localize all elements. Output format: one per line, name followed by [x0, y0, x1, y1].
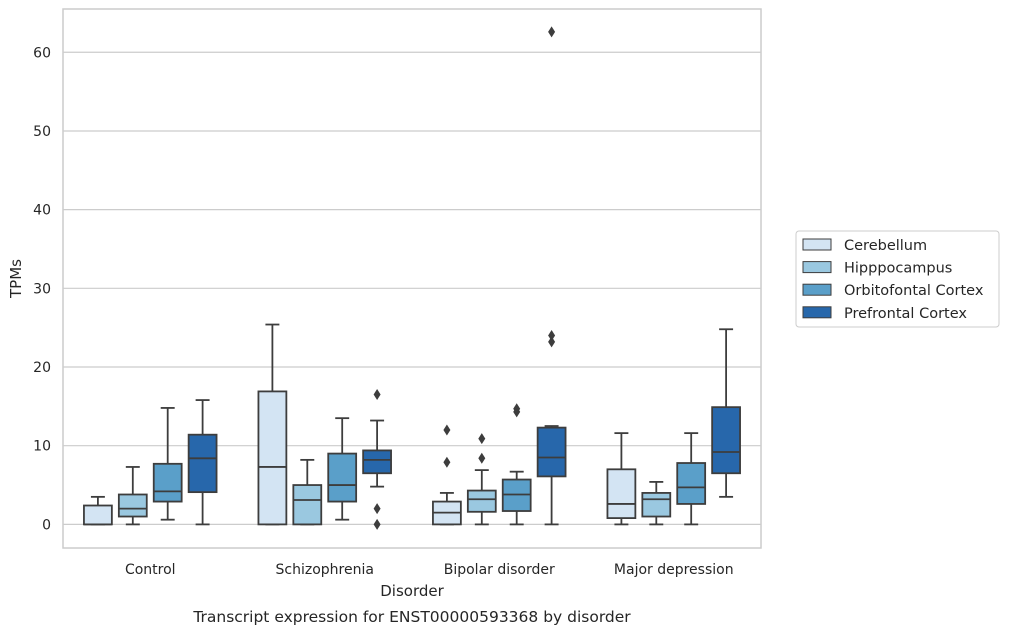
box-iqr [327, 452, 358, 503]
box-2-1 [466, 433, 497, 526]
box-groups [83, 26, 741, 530]
x-tick-label: Control [125, 562, 176, 578]
legend-swatch [802, 306, 832, 319]
legend-frame [795, 230, 1000, 328]
box-iqr [536, 426, 567, 478]
y-tick-label: 30 [33, 281, 51, 297]
y-tick-label: 60 [33, 45, 51, 61]
box-2-3 [536, 26, 567, 526]
box-1-3 [362, 389, 392, 530]
legend-swatch [802, 283, 832, 296]
box-2-2 [501, 403, 532, 526]
chart-caption: Transcript expression for ENST0000059336… [192, 608, 631, 626]
box-0-3 [187, 399, 218, 526]
outlier-point [478, 433, 486, 445]
legend-entry: Orbitofontal Cortex [844, 283, 984, 299]
y-tick-label: 40 [33, 203, 51, 219]
box-0-1 [117, 466, 148, 526]
box-3-2 [676, 432, 707, 526]
y-tick-labels: 0 10 20 30 40 50 60 [33, 45, 51, 533]
box-3-3 [711, 328, 741, 498]
box-1-2 [327, 417, 358, 521]
y-axis-label: TPMs [7, 259, 25, 299]
x-tick-label: Schizophrenia [276, 562, 374, 578]
x-tick-label: Bipolar disorder [444, 562, 555, 578]
legend-entry: Hipppocampus [844, 261, 952, 277]
legend-entry: Cerebellum [844, 238, 927, 254]
gridlines [63, 51, 761, 525]
x-tick-labels: Control Schizophrenia Bipolar disorder Majo… [125, 562, 734, 578]
y-tick-label: 50 [33, 124, 51, 140]
outlier-point [548, 26, 556, 38]
outlier-point [513, 403, 521, 415]
y-tick-label: 0 [42, 517, 51, 533]
outlier-point [373, 503, 381, 515]
box-iqr [117, 493, 148, 518]
box-iqr [257, 390, 288, 526]
plot-frame [62, 8, 762, 549]
outlier-point [548, 330, 556, 342]
x-axis-label: Disorder [380, 582, 444, 600]
box-1-0 [257, 323, 288, 526]
box-iqr [187, 433, 218, 494]
outlier-point [548, 336, 556, 348]
y-tick-label: 10 [33, 439, 51, 455]
box-3-1 [641, 481, 672, 526]
box-iqr [83, 504, 113, 526]
box-0-2 [152, 407, 183, 521]
legend-swatch [802, 238, 832, 251]
outlier-point [373, 389, 381, 401]
outlier-point [478, 452, 486, 464]
y-tick-label: 20 [33, 360, 51, 376]
box-iqr [676, 462, 707, 505]
box-iqr [711, 406, 741, 475]
legend: Cerebellum Hipppocampus Orbitofontal Corte… [795, 230, 1000, 328]
outlier-point [373, 518, 381, 530]
box-1-1 [292, 458, 323, 526]
box-3-0 [606, 432, 637, 526]
box-iqr [362, 449, 392, 475]
outlier-point [443, 424, 451, 436]
legend-entry: Prefrontal Cortex [844, 306, 967, 322]
legend-swatch [802, 261, 832, 274]
box-2-0 [432, 424, 462, 526]
box-iqr [466, 489, 497, 513]
box-iqr [641, 492, 672, 518]
box-iqr [292, 484, 323, 526]
x-tick-label: Major depression [614, 562, 734, 578]
box-iqr [606, 468, 637, 519]
outlier-point [443, 456, 451, 468]
box-iqr [152, 462, 183, 503]
box-0-0 [83, 495, 113, 526]
